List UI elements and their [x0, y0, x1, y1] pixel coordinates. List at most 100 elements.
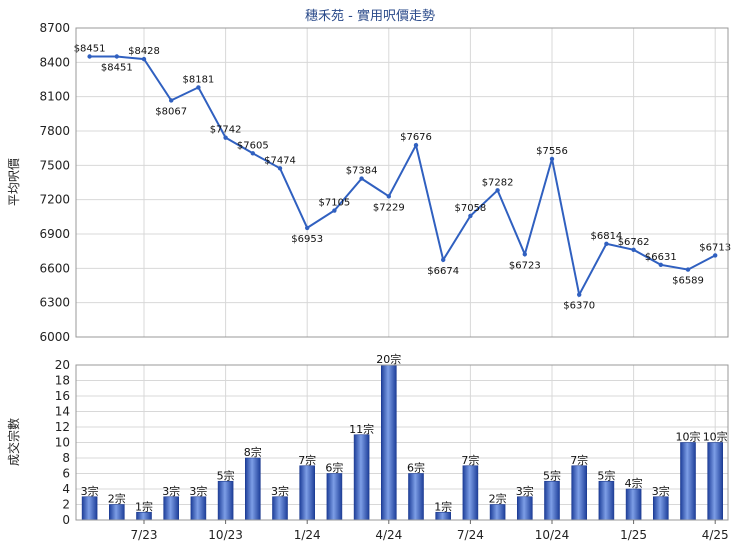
- line-data-label: $8067: [155, 106, 187, 117]
- x-tick-label: 4/24: [375, 528, 402, 542]
- line-point: [114, 54, 120, 59]
- line-point: [250, 151, 255, 156]
- line-point: [577, 292, 582, 297]
- line-data-label: $7474: [264, 155, 296, 166]
- bar-chart-ytick-label: 12: [55, 420, 70, 434]
- bar: [462, 465, 479, 521]
- line-data-label: $7605: [237, 140, 269, 151]
- line-data-label: $7229: [373, 202, 405, 213]
- bar-data-label: 7宗: [570, 453, 588, 467]
- line-data-label: $6814: [590, 231, 622, 242]
- line-point: [685, 267, 691, 272]
- bar: [435, 511, 452, 521]
- x-tick-label: 10/24: [535, 528, 570, 542]
- line-point: [604, 241, 609, 247]
- bar-data-label: 3宗: [81, 484, 99, 498]
- bar-chart-ytick-label: 6: [62, 467, 70, 481]
- line-data-label: $8181: [182, 74, 214, 85]
- bar-data-label: 11宗: [349, 422, 374, 436]
- x-tick-label: 7/24: [457, 528, 484, 542]
- bar-chart-ytick-label: 8: [62, 451, 70, 465]
- line-data-label: $8428: [128, 46, 160, 57]
- bar: [190, 496, 207, 521]
- line-chart-ytick-label: 6600: [39, 261, 70, 275]
- x-tick-label: 7/23: [131, 528, 158, 542]
- bar: [707, 442, 724, 521]
- bar: [380, 364, 397, 521]
- line-chart-ytick-label: 8100: [39, 90, 70, 104]
- bar: [598, 480, 615, 521]
- line-point: [141, 56, 147, 62]
- line-data-label: $7282: [482, 177, 514, 188]
- line-chart-ytick-label: 7500: [39, 158, 70, 172]
- bar-data-label: 20宗: [376, 352, 401, 366]
- line-chart-grid: [76, 27, 728, 338]
- bar: [625, 488, 642, 521]
- bar-data-label: 2宗: [108, 492, 126, 506]
- line-point: [332, 208, 337, 213]
- line-series: [87, 54, 718, 298]
- line-point: [359, 176, 364, 181]
- bar: [571, 465, 588, 521]
- line-point: [713, 253, 718, 258]
- line-point: [522, 252, 527, 257]
- bar-chart-ytick-label: 18: [55, 374, 70, 388]
- bar-chart-ylabel: 成交宗數: [6, 418, 21, 466]
- bar-data-label: 3宗: [271, 484, 289, 498]
- line-data-label: $7742: [210, 125, 242, 136]
- bar-data-label: 4宗: [625, 476, 643, 490]
- bar: [353, 434, 370, 521]
- bar: [680, 442, 696, 521]
- line-chart-ytick-label: 7200: [39, 193, 70, 207]
- bar-data-label: 3宗: [516, 484, 534, 498]
- line-point: [441, 257, 446, 263]
- bar: [489, 504, 506, 521]
- bar-chart-ytick-label: 20: [55, 358, 70, 372]
- series-line: [89, 55, 716, 298]
- bar-data-label: 10宗: [676, 430, 701, 444]
- line-chart-ytick-label: 8700: [39, 21, 70, 35]
- line-chart-ytick-label: 6000: [39, 330, 70, 344]
- line-chart-ylabel: 平均呎價: [7, 158, 21, 206]
- line-data-label: $6953: [291, 234, 323, 245]
- line-point: [413, 142, 419, 148]
- bar-series: [81, 364, 724, 521]
- line-point: [196, 85, 201, 90]
- bar-data-label: 10宗: [703, 430, 728, 444]
- bar: [516, 496, 533, 521]
- bar: [245, 457, 261, 521]
- line-chart-title: 穗禾苑 - 實用呎價走勢: [305, 8, 435, 24]
- bar-data-label: 2宗: [489, 492, 507, 506]
- line-data-label: $6589: [672, 276, 704, 287]
- bar-data-label: 3宗: [189, 484, 207, 498]
- bar: [217, 480, 234, 521]
- line-data-label: $7105: [318, 198, 350, 209]
- line-data-label: $6723: [509, 260, 541, 271]
- x-tick-label: 4/25: [702, 528, 729, 542]
- line-point: [549, 156, 555, 162]
- bar-chart-ytick-label: 16: [55, 389, 70, 403]
- bar-data-label: 1宗: [135, 499, 153, 513]
- bar: [652, 496, 669, 521]
- line-data-label: $7676: [400, 132, 432, 143]
- line-point: [495, 188, 500, 193]
- line-point: [386, 194, 391, 199]
- bar-chart-ytick-label: 14: [55, 405, 70, 419]
- bar-chart-ytick-label: 10: [55, 436, 70, 450]
- line-point: [277, 166, 283, 171]
- line-data-label: $8451: [101, 62, 133, 73]
- line-point: [468, 213, 473, 219]
- bar-data-label: 3宗: [162, 484, 180, 498]
- line-data-label: $6370: [563, 301, 595, 312]
- bar-data-label: 5宗: [217, 468, 235, 482]
- line-point: [658, 262, 663, 267]
- line-point: [305, 225, 310, 231]
- line-data-label: $8451: [74, 43, 106, 54]
- bar: [326, 473, 343, 521]
- line-chart-ytick-label: 6900: [39, 227, 70, 241]
- bar-chart-plot-border: [75, 364, 729, 521]
- x-tick-label: 1/24: [294, 528, 321, 542]
- line-point: [223, 135, 228, 140]
- bar-data-label: 8宗: [244, 445, 262, 459]
